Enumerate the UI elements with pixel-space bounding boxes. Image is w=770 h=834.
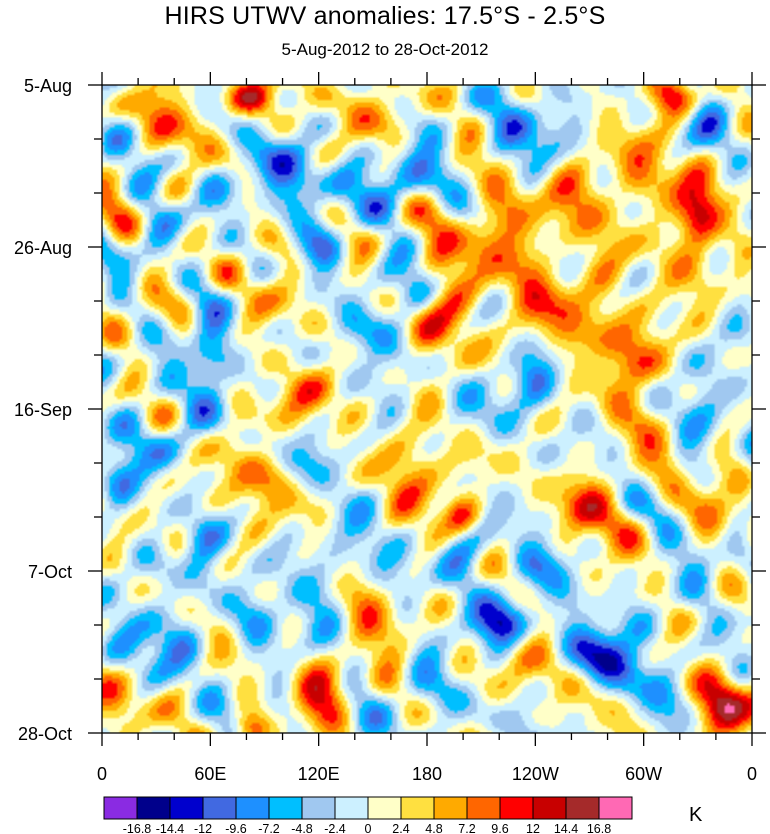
colorbar: -16.8 -14.4 -12 -9.6 -7.2 -4.8 -2.4 0 2.4 4.8 7.2 9… [103,796,633,834]
colorbar-label: 9.6 [491,822,508,834]
y-tick-label: 26-Aug [14,238,72,258]
x-tick-label: 120E [298,764,340,784]
x-tick-label: 0 [747,764,757,784]
chart-subtitle: 5-Aug-2012 to 28-Oct-2012 [281,40,489,59]
x-tick-label: 0 [97,764,107,784]
colorbar-label: 16.8 [587,822,611,834]
colorbar-swatch [334,796,369,820]
colorbar-swatch [433,796,468,820]
y-tick-label: 5-Aug [24,76,72,96]
colorbar-label: 14.4 [554,822,578,834]
colorbar-swatch [565,796,600,820]
x-tick-label: 180 [412,764,442,784]
colorbar-label: -16.8 [123,822,152,834]
plot-area [101,84,753,734]
colorbar-label: 4.8 [425,822,442,834]
y-tick-label: 28-Oct [18,724,72,744]
x-tick-label: 60W [625,764,662,784]
colorbar-swatch [235,796,270,820]
colorbar-swatch [301,796,336,820]
colorbar-label: 2.4 [392,822,409,834]
colorbar-swatch [532,796,567,820]
y-tick-label: 7-Oct [28,562,72,582]
colorbar-label: -14.4 [156,822,185,834]
colorbar-swatch [169,796,204,820]
colorbar-label: -12 [194,822,212,834]
y-axis-labels: 5-Aug 26-Aug 16-Sep 7-Oct 28-Oct [14,76,72,744]
y-tick-label: 16-Sep [14,400,72,420]
colorbar-swatch [466,796,501,820]
colorbar-swatch [499,796,534,820]
colorbar-swatch [103,796,138,820]
x-tick-label: 60E [194,764,226,784]
colorbar-swatch [400,796,435,820]
colorbar-label: 12 [526,822,540,834]
colorbar-swatch [202,796,237,820]
colorbar-label: -7.2 [258,822,280,834]
x-tick-label: 120W [512,764,559,784]
colorbar-swatch [367,796,402,820]
colorbar-label: 0 [365,822,372,834]
colorbar-swatch [136,796,171,820]
axis-ticks [88,72,766,746]
chart-title: HIRS UTWV anomalies: 17.5°S - 2.5°S [164,2,606,30]
anomaly-field [102,85,752,733]
x-axis-labels: 0 60E 120E 180 120W 60W 0 [97,764,757,784]
colorbar-label: -4.8 [291,822,313,834]
units-label: K [689,804,703,826]
colorbar-swatch [268,796,303,820]
colorbar-label: -9.6 [225,822,247,834]
colorbar-swatch [598,796,633,820]
colorbar-label: 7.2 [458,822,475,834]
colorbar-label: -2.4 [324,822,346,834]
